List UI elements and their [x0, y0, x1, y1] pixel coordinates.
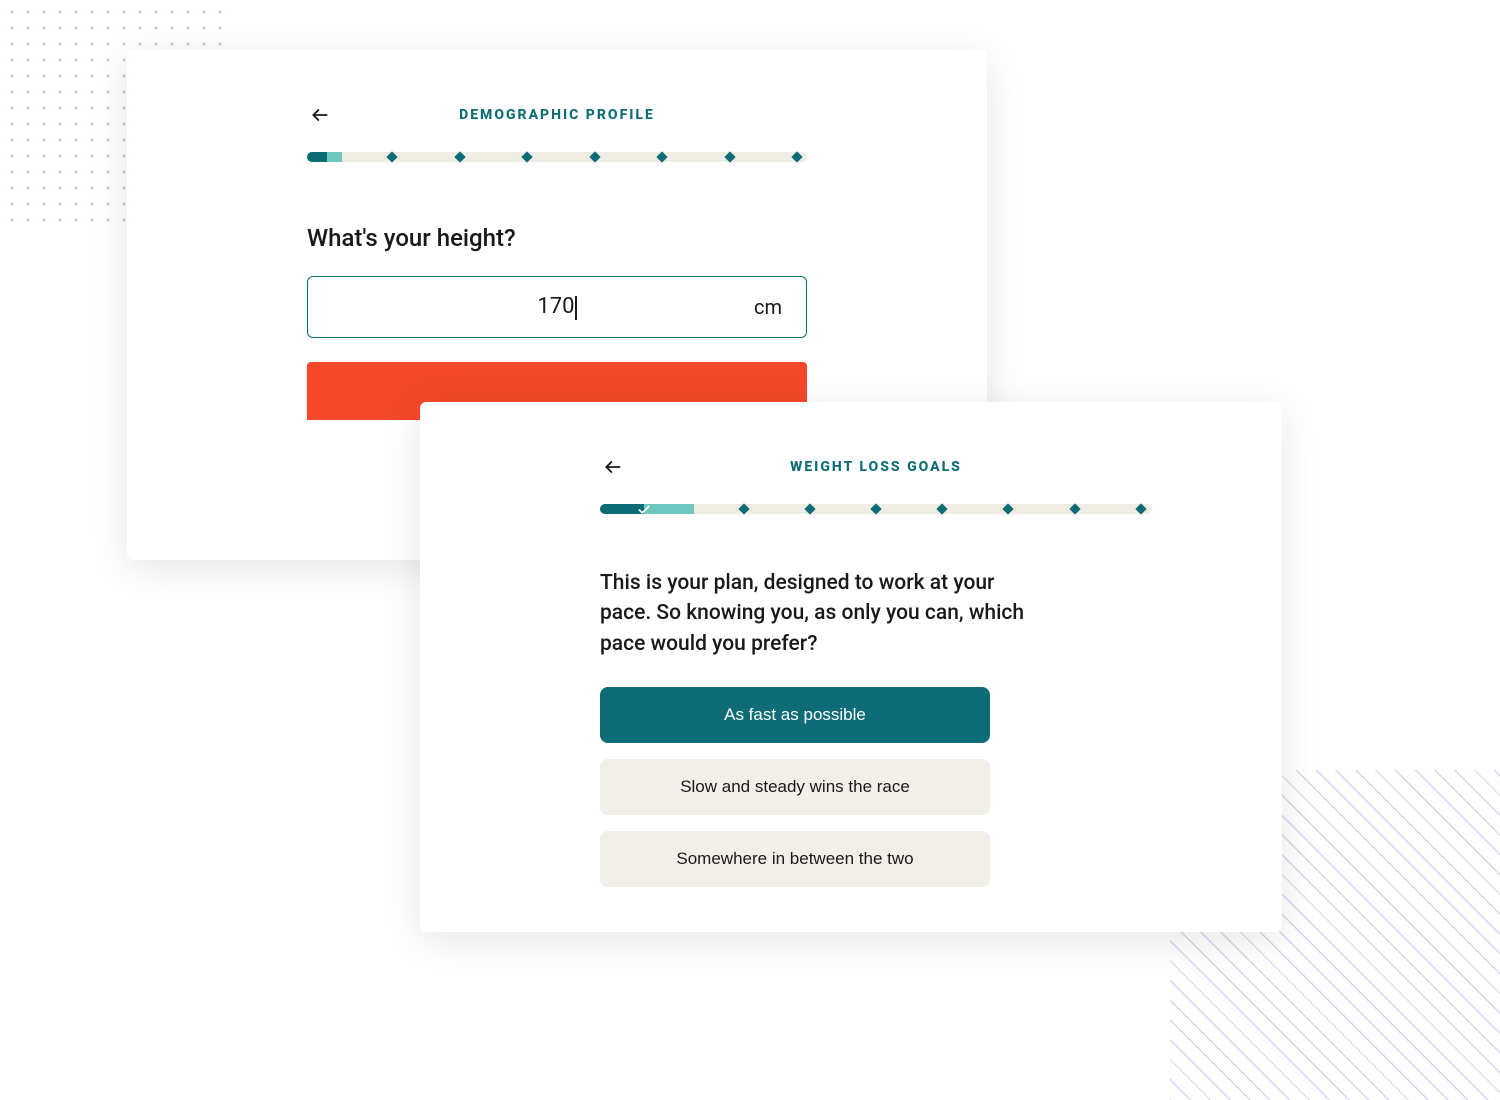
- card-a-title: DEMOGRAPHIC PROFILE: [307, 107, 807, 123]
- progress-dots: [307, 152, 807, 162]
- pace-option-2[interactable]: Somewhere in between the two: [600, 831, 990, 887]
- card-b-title: WEIGHT LOSS GOALS: [600, 459, 1152, 475]
- height-input[interactable]: 170 cm: [307, 276, 807, 338]
- card-b-header: WEIGHT LOSS GOALS: [600, 452, 1152, 482]
- progress-step-marker: [656, 151, 667, 162]
- text-caret: [575, 296, 576, 320]
- progress-step-marker: [804, 503, 815, 514]
- height-unit: cm: [754, 295, 782, 319]
- progress-step-marker: [937, 503, 948, 514]
- progress-step-marker: [738, 503, 749, 514]
- arrow-left-icon: [310, 105, 330, 125]
- progress-step-marker: [1003, 503, 1014, 514]
- progress-step-marker: [870, 503, 881, 514]
- height-question: What's your height?: [307, 224, 807, 252]
- progress-step-marker: [1069, 503, 1080, 514]
- progress-step-marker: [454, 151, 465, 162]
- pace-option-1[interactable]: Slow and steady wins the race: [600, 759, 990, 815]
- arrow-left-icon: [603, 457, 623, 477]
- progress-dots: [600, 504, 1152, 514]
- back-button[interactable]: [307, 102, 333, 128]
- pace-prompt: This is your plan, designed to work at y…: [600, 568, 1030, 659]
- progress-track-a: [307, 152, 807, 162]
- progress-track-b: [600, 504, 1152, 514]
- card-a-header: DEMOGRAPHIC PROFILE: [307, 100, 807, 130]
- progress-step-marker: [589, 151, 600, 162]
- height-value-text: 170: [537, 294, 574, 319]
- pace-option-0[interactable]: As fast as possible: [600, 687, 990, 743]
- card-weight-loss-goals: WEIGHT LOSS GOALS This is your plan, des…: [420, 402, 1282, 932]
- progress-step-marker: [791, 151, 802, 162]
- progress-step-marker: [521, 151, 532, 162]
- progress-step-marker: [724, 151, 735, 162]
- progress-step-marker: [1135, 503, 1146, 514]
- progress-step-marker: [386, 151, 397, 162]
- pace-options: As fast as possible Slow and steady wins …: [600, 687, 990, 887]
- back-button[interactable]: [600, 454, 626, 480]
- height-value: 170: [308, 294, 806, 319]
